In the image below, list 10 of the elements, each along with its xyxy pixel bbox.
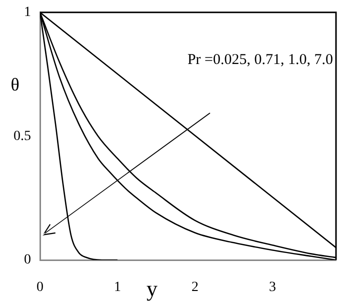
annotation: Pr =0.025, 0.71, 1.0, 7.0 bbox=[187, 52, 333, 68]
y-tick-label: 0.5 bbox=[14, 128, 31, 144]
y-tick-label: 1 bbox=[24, 5, 31, 20]
x-tick-label: 1 bbox=[114, 280, 121, 296]
y-axis-title: θ bbox=[10, 74, 20, 95]
y-tick-label: 0 bbox=[24, 252, 31, 268]
x-tick-label: 2 bbox=[191, 280, 198, 296]
x-tick-label: 0 bbox=[36, 280, 44, 296]
x-tick-label: 3 bbox=[268, 280, 276, 296]
x-axis-title: y bbox=[146, 276, 158, 301]
